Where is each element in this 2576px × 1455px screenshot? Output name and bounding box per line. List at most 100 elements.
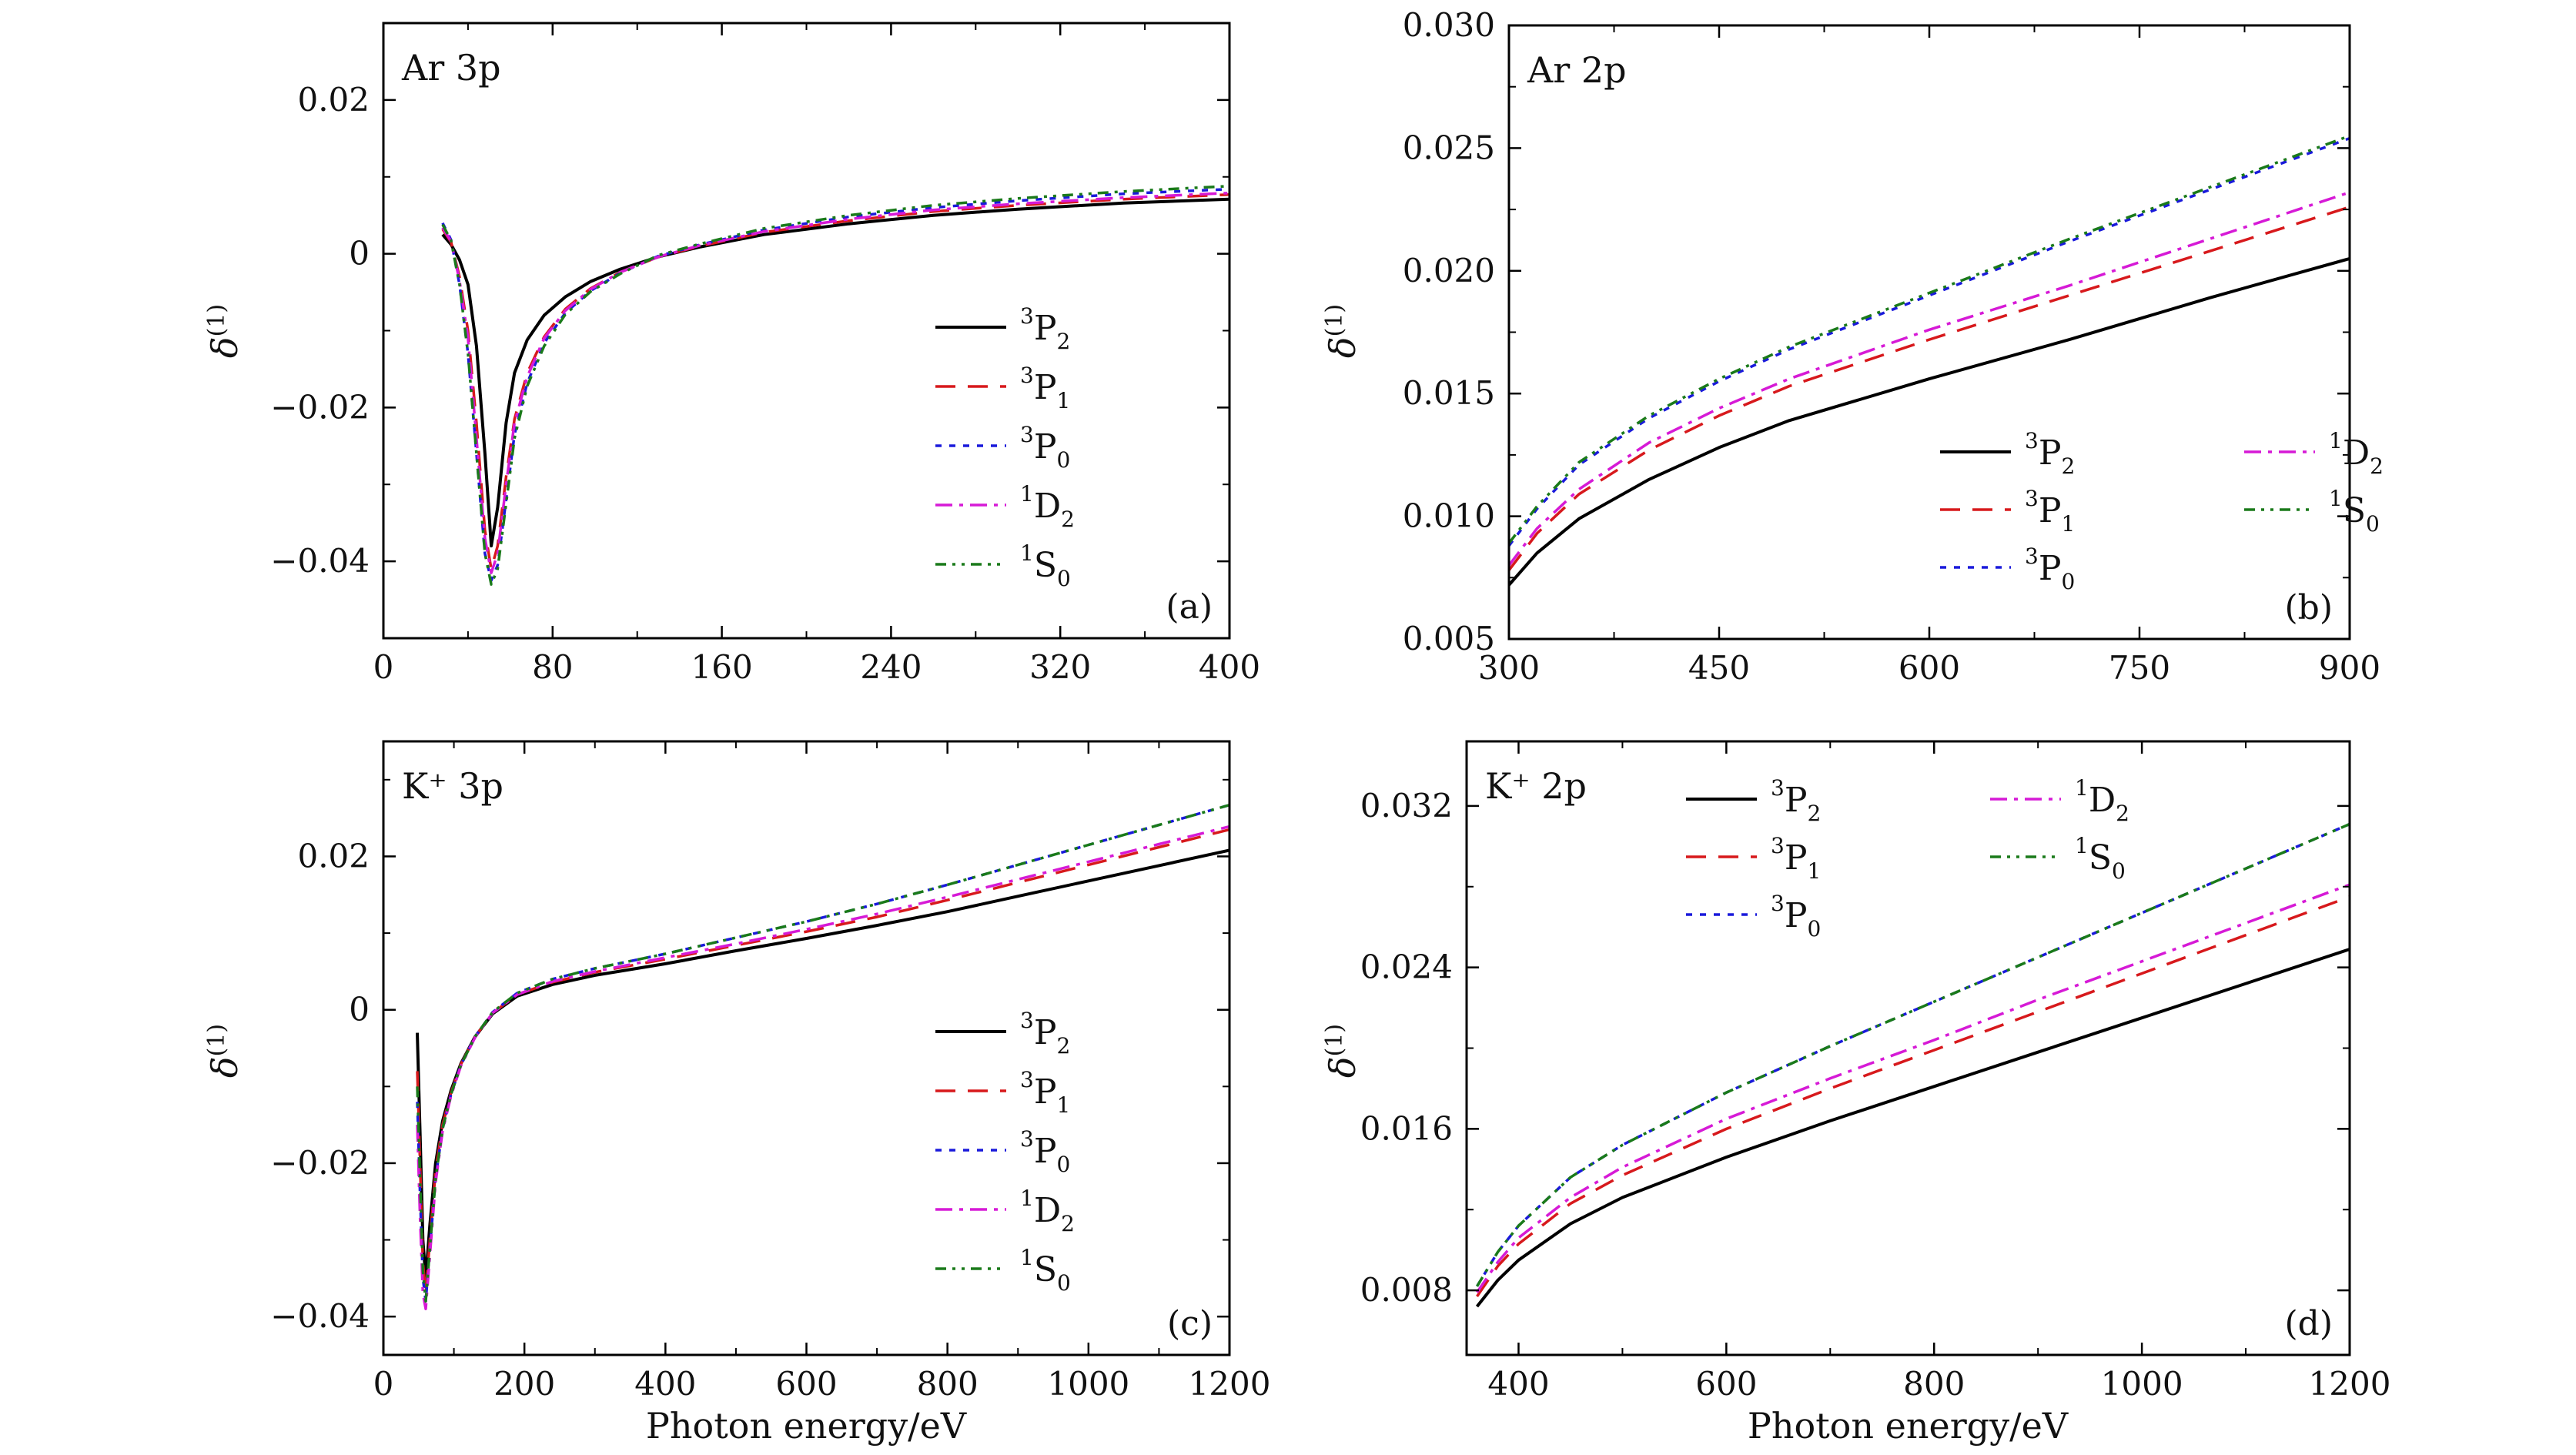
x-tick-label: 0 bbox=[373, 648, 394, 686]
series-line-1S0 bbox=[1476, 822, 2350, 1287]
y-tick-label: 0.016 bbox=[1360, 1109, 1453, 1147]
legend-label: 3P0 bbox=[1771, 891, 1821, 942]
legend-entry-1S0: 1S0 bbox=[1990, 833, 2126, 884]
panel-tag: (a) bbox=[1166, 587, 1213, 627]
legend-label: 3P2 bbox=[1771, 775, 1821, 826]
legend-entry-3P1: 3P1 bbox=[935, 1067, 1070, 1118]
panel-title: K⁺ 2p bbox=[1485, 765, 1587, 807]
y-tick-label: 0 bbox=[349, 991, 370, 1029]
x-tick-label: 1200 bbox=[1189, 1365, 1271, 1403]
y-tick-label: 0.025 bbox=[1403, 129, 1495, 166]
x-tick-label: 1000 bbox=[2101, 1365, 2183, 1403]
legend-label: 1D2 bbox=[1020, 481, 1075, 532]
legend-label: 3P1 bbox=[1020, 1067, 1070, 1118]
series-group bbox=[441, 184, 1229, 586]
x-tick-label: 320 bbox=[1029, 648, 1091, 686]
series-group bbox=[1509, 134, 2350, 587]
plot-frame bbox=[382, 22, 1231, 640]
series-line-3P1 bbox=[416, 828, 1229, 1296]
x-tick-label: 400 bbox=[1487, 1365, 1549, 1403]
x-tick-label: 800 bbox=[917, 1365, 979, 1403]
plot-frame bbox=[382, 740, 1231, 1356]
series-group bbox=[416, 804, 1229, 1310]
y-tick-label: 0.005 bbox=[1403, 620, 1495, 657]
legend-entry-3P2: 3P2 bbox=[935, 303, 1070, 354]
legend-entry-3P2: 3P2 bbox=[935, 1008, 1070, 1059]
y-tick-label: 0.02 bbox=[297, 81, 370, 119]
series-line-3P1 bbox=[1476, 895, 2350, 1297]
x-tick-label: 600 bbox=[775, 1365, 837, 1403]
series-line-3P1 bbox=[1509, 206, 2350, 571]
y-tick-label: 0.024 bbox=[1360, 948, 1453, 986]
x-tick-label: 1000 bbox=[1047, 1365, 1129, 1403]
panel-c: 0 200 400 600 800 1000 1200 −0.04 −0.02 0 0.02 K⁺ 3… bbox=[203, 740, 1271, 1447]
y-axis-label: δ(1) bbox=[1321, 304, 1364, 358]
panel-d: 400 600 800 1000 1200 0.008 0.016 0.024 0.032 K⁺ … bbox=[1321, 740, 2390, 1447]
legend-label: 3P2 bbox=[1020, 303, 1070, 354]
legend: 3P2 3P1 3P0 1D2 1S0 bbox=[1940, 428, 2384, 594]
series-line-3P1 bbox=[441, 192, 1229, 570]
x-tick-label: 750 bbox=[2109, 649, 2170, 687]
x-tick-label: 600 bbox=[1899, 649, 1960, 687]
series-line-1D2 bbox=[1509, 191, 2350, 567]
series-line-1S0 bbox=[1509, 134, 2350, 544]
legend: 3P2 3P1 3P0 1D2 1S0 bbox=[1686, 775, 2129, 942]
y-tick-label: 0.010 bbox=[1403, 497, 1495, 535]
legend-label: 1S0 bbox=[1020, 540, 1071, 591]
x-tick-label: 200 bbox=[493, 1365, 555, 1403]
x-axis-label: Photon energy/eV bbox=[1748, 1405, 2069, 1447]
legend-label: 3P0 bbox=[1020, 422, 1070, 473]
series-line-1D2 bbox=[441, 191, 1229, 574]
x-tick-label: 240 bbox=[860, 648, 922, 686]
y-axis-label: δ(1) bbox=[203, 1024, 246, 1078]
x-tick-label: 0 bbox=[373, 1365, 394, 1403]
series-group bbox=[1475, 822, 2350, 1308]
panel-tag: (d) bbox=[2285, 1304, 2333, 1343]
x-tick-label: 300 bbox=[1478, 649, 1540, 687]
series-line-3P2 bbox=[441, 197, 1229, 548]
legend-entry-3P2: 3P2 bbox=[1686, 775, 1821, 826]
series-line-3P2 bbox=[1475, 948, 2350, 1308]
series-line-1D2 bbox=[416, 824, 1229, 1310]
panel-tag: (b) bbox=[2285, 588, 2333, 627]
legend-label: 1S0 bbox=[2329, 486, 2380, 537]
y-tick-label: 0.020 bbox=[1403, 252, 1495, 289]
y-tick-label: 0.015 bbox=[1403, 374, 1495, 412]
legend-entry-1D2: 1D2 bbox=[2244, 428, 2384, 479]
panel-b: 300 450 600 750 900 0.005 0.010 0.015 0.020 0.025… bbox=[1321, 6, 2384, 687]
legend-label: 3P0 bbox=[2025, 544, 2075, 594]
series-line-3P0 bbox=[1509, 136, 2350, 547]
series-line-1S0 bbox=[441, 184, 1229, 586]
panel-title: Ar 2p bbox=[1527, 49, 1627, 91]
series-line-3P2 bbox=[416, 848, 1229, 1280]
y-tick-label: −0.04 bbox=[270, 1297, 370, 1335]
panel-title: K⁺ 3p bbox=[402, 765, 503, 807]
x-tick-label: 450 bbox=[1688, 649, 1750, 687]
plot-frame bbox=[1507, 24, 2351, 641]
series-line-1S0 bbox=[416, 804, 1229, 1303]
legend-entry-3P0: 3P0 bbox=[935, 1126, 1070, 1177]
panel-tag: (c) bbox=[1167, 1304, 1213, 1343]
legend: 3P2 3P1 3P0 1D2 1S0 bbox=[935, 1008, 1075, 1296]
x-axis-label: Photon energy/eV bbox=[646, 1405, 967, 1447]
x-tick-label: 80 bbox=[532, 648, 573, 686]
legend-entry-3P0: 3P0 bbox=[1686, 891, 1821, 942]
legend-label: 1D2 bbox=[1020, 1186, 1075, 1236]
legend-label: 1S0 bbox=[1020, 1245, 1071, 1296]
legend-label: 3P2 bbox=[1020, 1008, 1070, 1059]
legend: 3P2 3P1 3P0 1D2 1S0 bbox=[935, 303, 1075, 591]
panel-a: 0 80 160 240 320 400 −0.04 −0.02 0 0.02 Ar 3p (a) δ(… bbox=[203, 22, 1260, 686]
y-axis-label: δ(1) bbox=[1321, 1024, 1364, 1078]
legend-entry-3P0: 3P0 bbox=[1940, 544, 2075, 594]
legend-entry-1D2: 1D2 bbox=[935, 1186, 1075, 1236]
x-tick-label: 400 bbox=[1199, 648, 1260, 686]
x-tick-label: 900 bbox=[2319, 649, 2380, 687]
legend-label: 3P1 bbox=[1771, 833, 1821, 884]
series-line-3P2 bbox=[1509, 256, 2350, 587]
y-tick-label: 0.02 bbox=[297, 837, 370, 875]
legend-label: 3P0 bbox=[1020, 1126, 1070, 1177]
legend-label: 3P1 bbox=[2025, 486, 2075, 537]
series-line-3P0 bbox=[416, 804, 1229, 1303]
y-tick-label: 0 bbox=[349, 235, 370, 273]
